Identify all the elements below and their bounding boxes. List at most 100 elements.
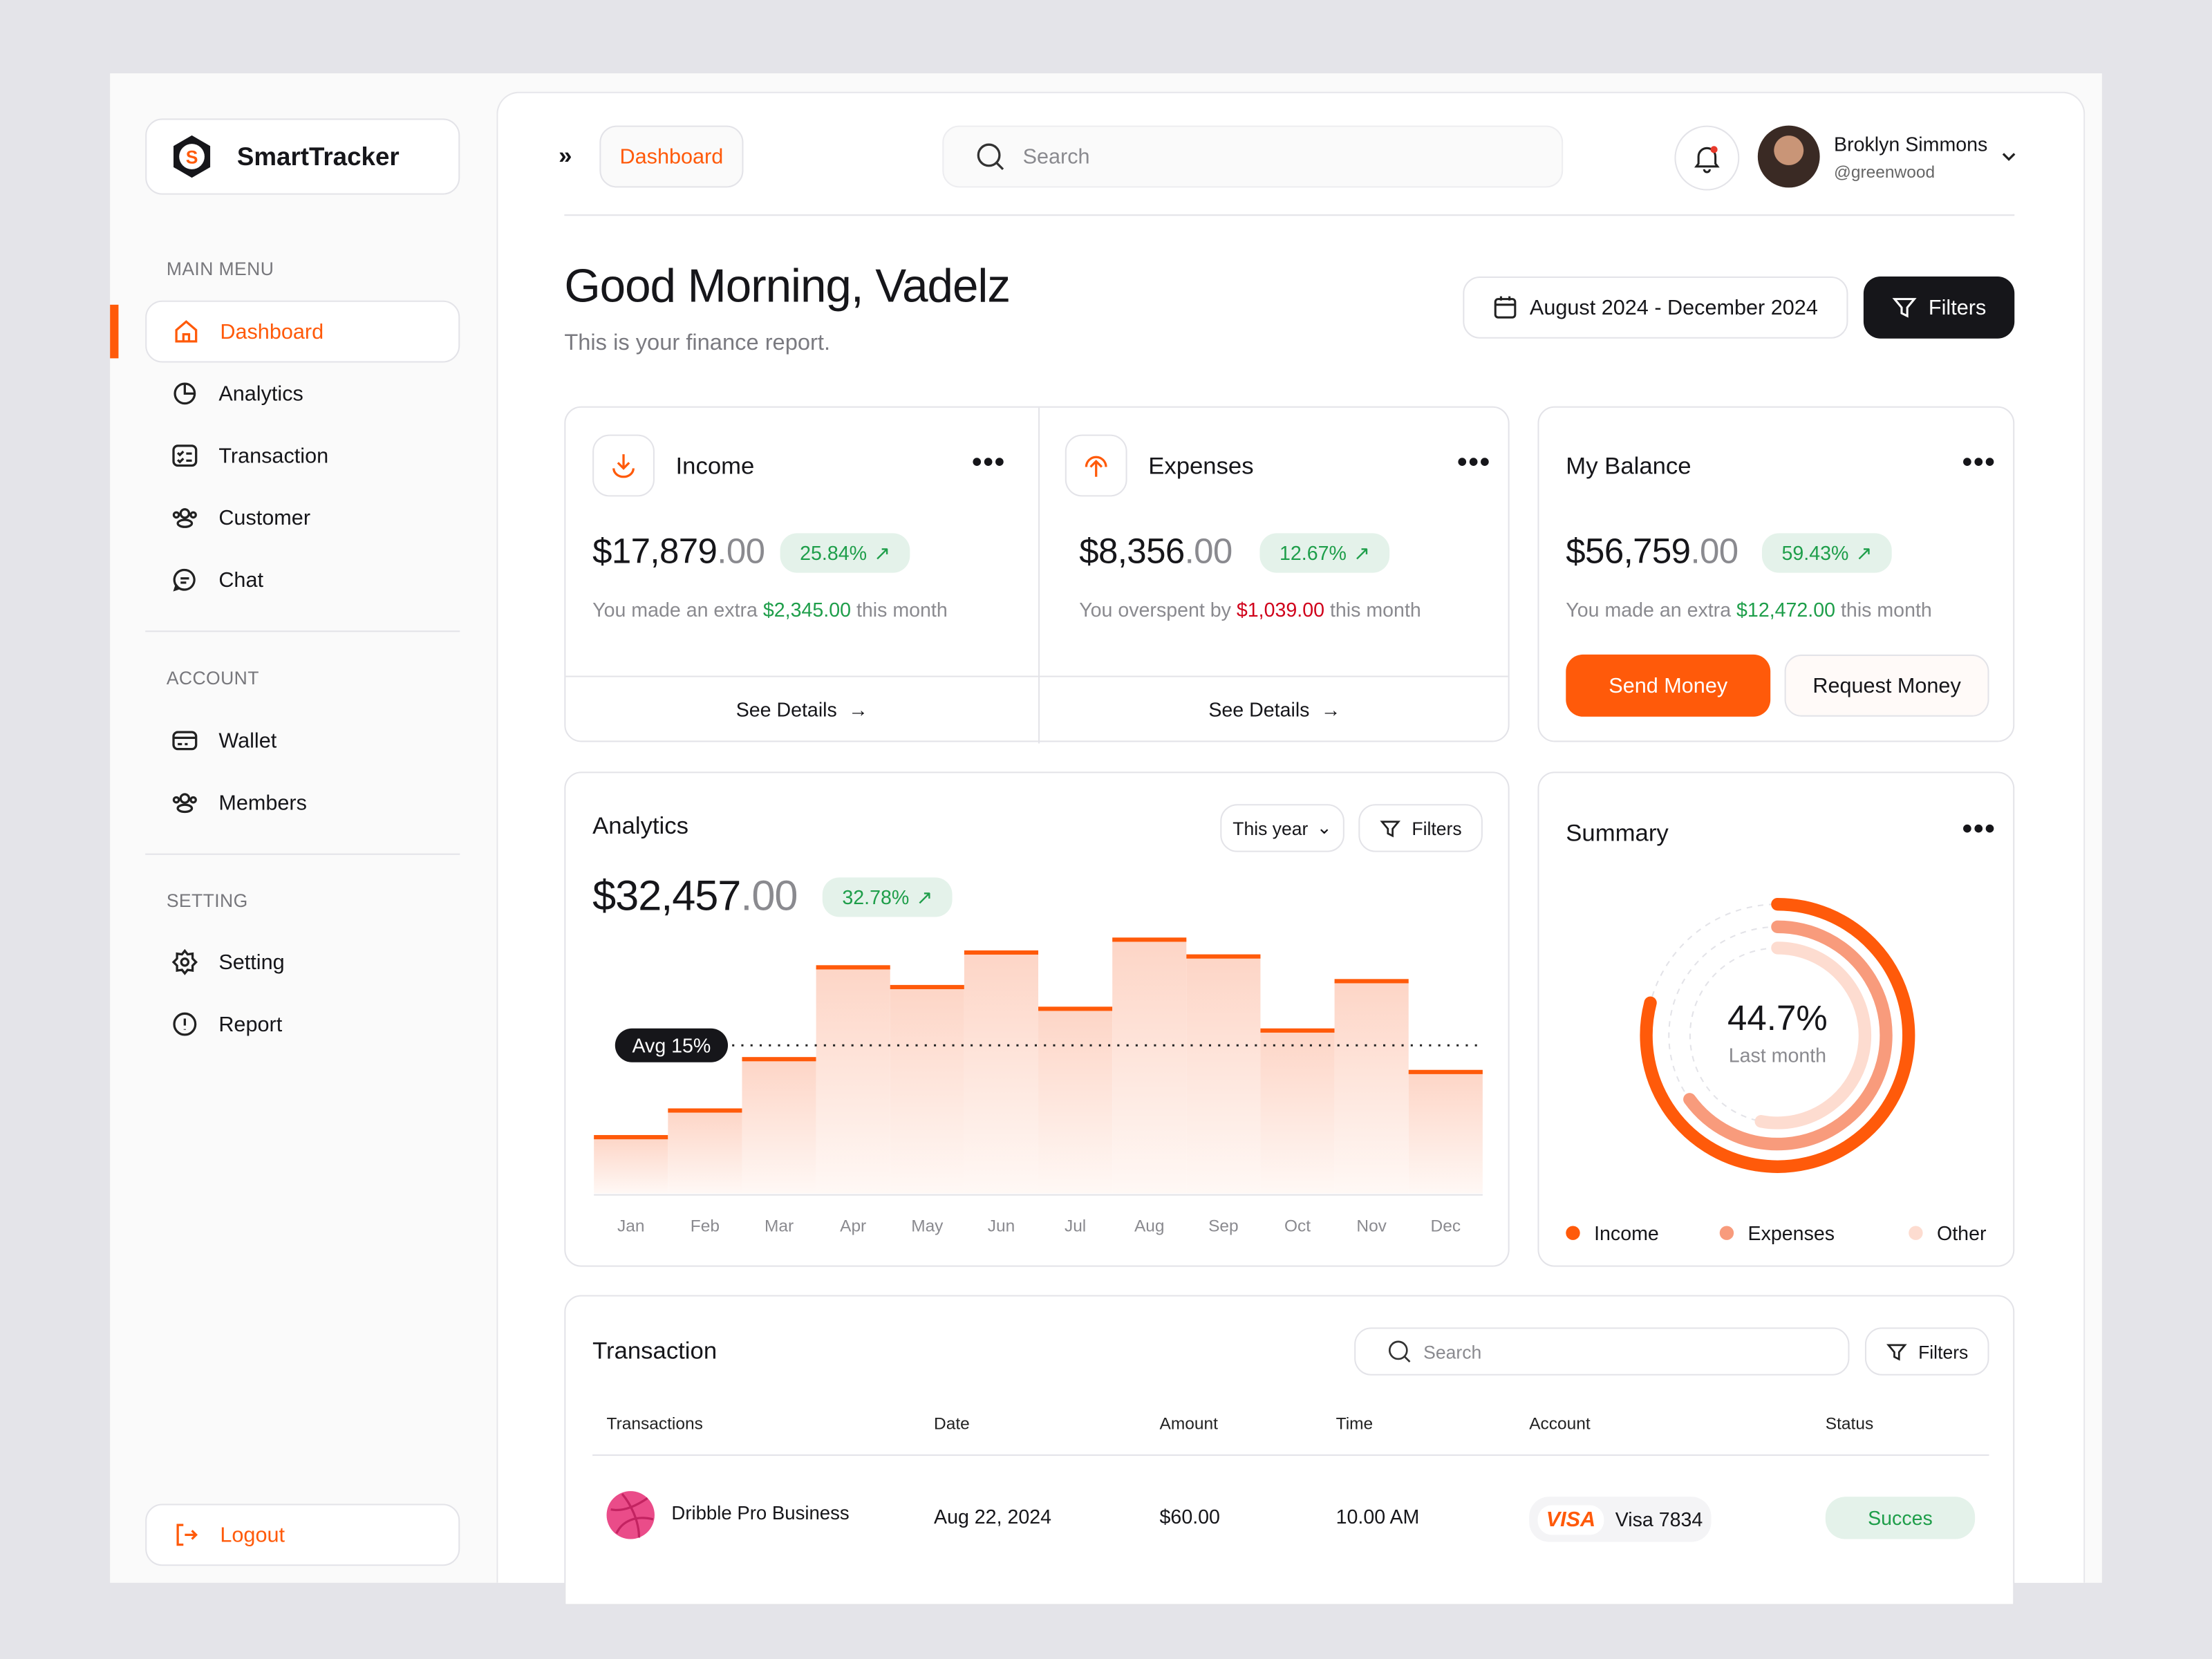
bar-cap xyxy=(890,984,964,990)
more-icon[interactable]: ••• xyxy=(972,447,1006,478)
period-select[interactable]: This year ⌄ xyxy=(1220,804,1344,852)
bar-sep[interactable] xyxy=(1186,956,1261,1194)
bar-nov[interactable] xyxy=(1334,981,1409,1194)
amount-decimals: .00 xyxy=(717,532,765,572)
table-row[interactable]: Dribble Pro Business Aug 22, 2024 $60.00… xyxy=(565,1480,2016,1550)
sidebar-item-label: Wallet xyxy=(218,729,277,753)
legend-swatch xyxy=(1909,1226,1923,1240)
sidebar-item-members[interactable]: Members xyxy=(145,771,460,834)
filters-button[interactable]: Filters xyxy=(1863,276,2015,339)
amount-main: $56,759 xyxy=(1566,532,1691,572)
bar-mar[interactable] xyxy=(742,1059,816,1194)
filters-label: Filters xyxy=(1928,295,1987,320)
x-tick-label: Jul xyxy=(1065,1217,1086,1236)
balance-amount: $56,759.00 xyxy=(1566,532,1738,572)
bar-jan[interactable] xyxy=(594,1137,668,1194)
bar-feb[interactable] xyxy=(668,1110,742,1194)
change-value: 59.43% xyxy=(1781,541,1849,565)
legend-swatch xyxy=(1566,1226,1580,1240)
expenses-amount: $8,356.00 xyxy=(1079,532,1232,572)
legend-other: Other xyxy=(1909,1221,1986,1244)
filter-icon xyxy=(1892,298,1917,318)
bar-may[interactable] xyxy=(890,986,964,1194)
column-header[interactable]: Transactions xyxy=(606,1413,703,1434)
filters-label: Filters xyxy=(1412,817,1462,839)
column-header[interactable]: Status xyxy=(1825,1413,1874,1434)
note-text: this month xyxy=(1324,598,1421,621)
page-title: Good Morning, Vadelz xyxy=(564,259,1011,312)
expenses-see-details-link[interactable]: See Details → xyxy=(1040,677,1510,742)
change-value: 12.67% xyxy=(1280,541,1347,565)
logout-button[interactable]: Logout xyxy=(145,1503,460,1566)
more-icon[interactable]: ••• xyxy=(1457,447,1492,478)
breadcrumb[interactable]: Dashboard xyxy=(599,125,744,188)
column-header[interactable]: Amount xyxy=(1159,1413,1218,1434)
active-indicator xyxy=(110,304,119,359)
column-header[interactable]: Account xyxy=(1529,1413,1591,1434)
x-tick-label: Sep xyxy=(1208,1217,1239,1236)
alert-circle-icon xyxy=(173,1012,197,1036)
calendar-icon xyxy=(1494,296,1517,319)
note-value: $12,472.00 xyxy=(1736,598,1836,621)
search-input[interactable]: Search xyxy=(942,125,1564,188)
ring-expenses[interactable] xyxy=(1683,920,1893,1151)
note-value: $2,345.00 xyxy=(762,598,852,621)
period-label: This year xyxy=(1232,817,1309,839)
divider xyxy=(1038,407,1040,744)
logout-label: Logout xyxy=(220,1523,285,1547)
search-icon xyxy=(1388,1340,1411,1363)
bar-dec[interactable] xyxy=(1408,1071,1483,1194)
avatar[interactable] xyxy=(1757,125,1820,188)
analytics-card: Analytics This year ⌄ Filters $32,457.00 … xyxy=(564,771,1510,1267)
transactions-filters-button[interactable]: Filters xyxy=(1864,1327,1989,1376)
link-label: See Details xyxy=(735,698,837,721)
sidebar-item-label: Transaction xyxy=(218,443,329,468)
sidebar-item-report[interactable]: Report xyxy=(145,993,460,1056)
bar-oct[interactable] xyxy=(1260,1030,1335,1194)
request-money-button[interactable]: Request Money xyxy=(1784,654,1989,717)
bar-cap xyxy=(1260,1028,1335,1033)
more-icon[interactable]: ••• xyxy=(1962,814,1996,845)
bar-cap xyxy=(1186,954,1261,959)
bar-cap xyxy=(1112,937,1187,942)
bar-jun[interactable] xyxy=(964,952,1039,1194)
users-icon xyxy=(172,793,197,814)
column-header[interactable]: Time xyxy=(1335,1413,1374,1434)
bar-aug[interactable] xyxy=(1112,939,1187,1194)
sidebar-item-customer[interactable]: Customer xyxy=(145,487,460,549)
bar-apr[interactable] xyxy=(816,967,890,1194)
sidebar-item-chat[interactable]: Chat xyxy=(145,549,460,611)
sidebar-item-setting[interactable]: Setting xyxy=(145,931,460,993)
section-label-account: ACCOUNT xyxy=(166,667,259,688)
sidebar-item-wallet[interactable]: Wallet xyxy=(145,710,460,772)
expand-sidebar-icon[interactable]: » xyxy=(559,142,572,169)
more-icon[interactable]: ••• xyxy=(1962,447,1996,478)
x-tick-label: Mar xyxy=(765,1217,794,1236)
bar-jul[interactable] xyxy=(1038,1009,1113,1194)
divider xyxy=(565,675,1508,677)
brand-logo[interactable]: S SmartTracker xyxy=(145,118,460,195)
transaction-time: 10.00 AM xyxy=(1335,1505,1420,1528)
income-see-details-link[interactable]: See Details → xyxy=(565,677,1038,742)
send-money-button[interactable]: Send Money xyxy=(1566,654,1771,717)
ring-income[interactable] xyxy=(1640,897,1915,1173)
logout-icon xyxy=(176,1524,198,1546)
column-header[interactable]: Date xyxy=(934,1413,970,1434)
income-title: Income xyxy=(675,453,755,480)
legend-label: Income xyxy=(1594,1221,1659,1244)
date-range-picker[interactable]: August 2024 - December 2024 xyxy=(1463,276,1848,339)
sidebar-item-transaction[interactable]: Transaction xyxy=(145,424,460,487)
change-badge: 32.78% ↗ xyxy=(822,877,953,917)
date-range-label: August 2024 - December 2024 xyxy=(1529,295,1818,320)
sidebar-item-analytics[interactable]: Analytics xyxy=(145,362,460,424)
transactions-search-input[interactable]: Search xyxy=(1354,1327,1850,1376)
home-icon xyxy=(175,320,198,343)
ring-other[interactable] xyxy=(1754,941,1872,1130)
analytics-filters-button[interactable]: Filters xyxy=(1358,804,1483,852)
transaction-amount: $60.00 xyxy=(1159,1505,1220,1528)
notifications-button[interactable] xyxy=(1674,125,1740,191)
sidebar-item-dashboard[interactable]: Dashboard xyxy=(145,300,460,363)
arrow-right-icon: → xyxy=(1320,698,1341,721)
sidebar-item-label: Chat xyxy=(218,568,263,592)
chevron-down-icon[interactable] xyxy=(1999,147,2019,167)
